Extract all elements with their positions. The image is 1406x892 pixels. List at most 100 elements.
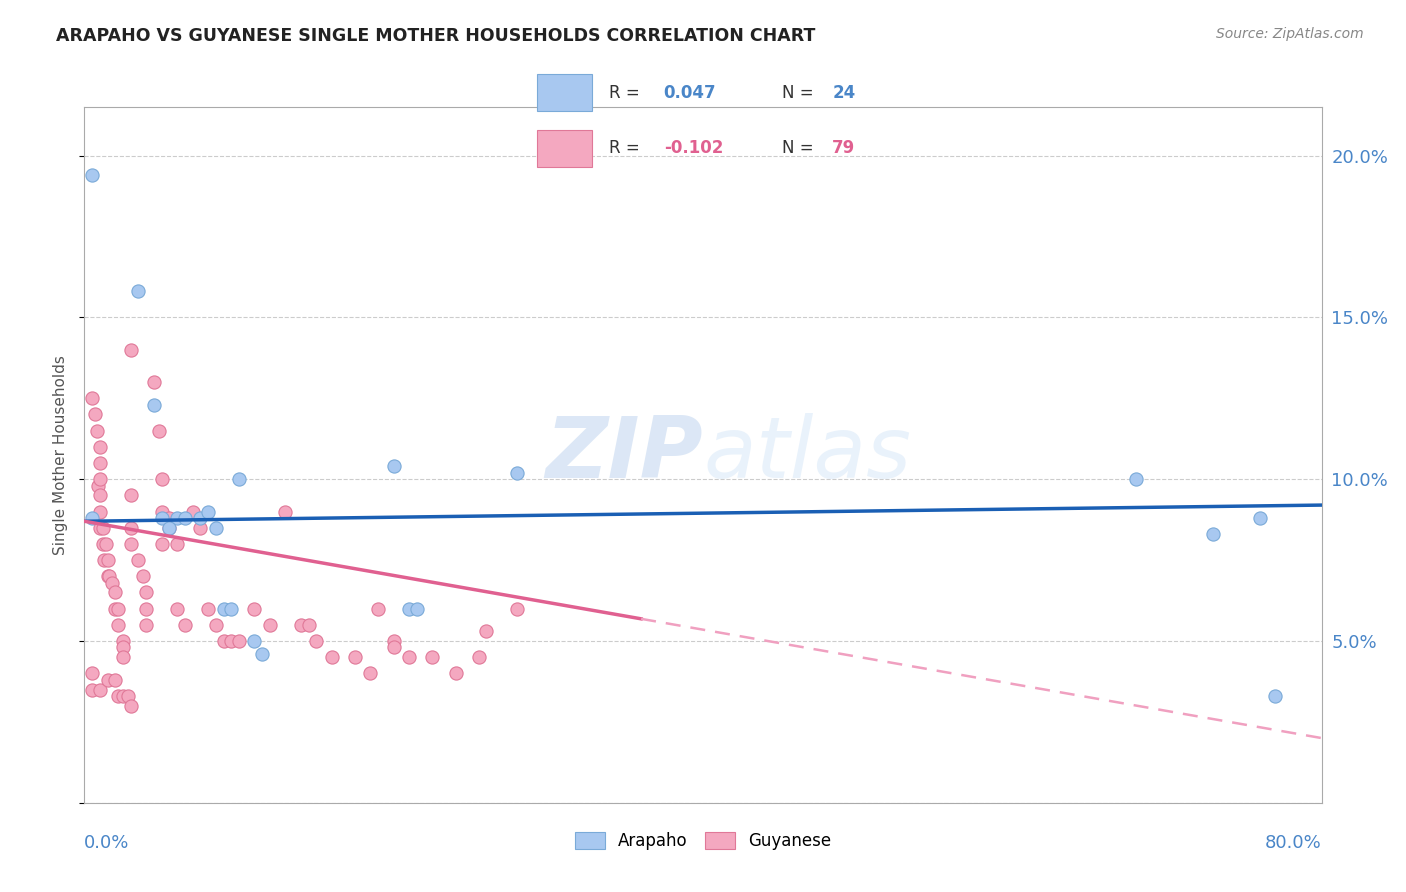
Point: [104, 673, 127, 687]
Point: [82, 666, 104, 681]
Point: [174, 617, 197, 632]
Point: [228, 472, 250, 486]
Point: [120, 698, 142, 713]
Point: [221, 601, 243, 615]
Point: [104, 601, 127, 615]
Text: 24: 24: [832, 84, 856, 102]
Point: [422, 650, 444, 665]
Point: [298, 617, 321, 632]
Point: [150, 511, 173, 525]
Point: [188, 521, 212, 535]
Point: [120, 343, 142, 357]
Point: [252, 647, 274, 661]
Point: [107, 601, 129, 615]
Point: [197, 504, 219, 518]
Text: N =: N =: [782, 139, 813, 157]
Point: [321, 650, 343, 665]
Point: [205, 521, 228, 535]
Point: [159, 511, 181, 525]
Bar: [537, 129, 592, 167]
Point: [112, 634, 135, 648]
Point: [91, 537, 114, 551]
Point: [104, 585, 127, 599]
Point: [1202, 527, 1225, 541]
Point: [406, 601, 429, 615]
Point: [89, 488, 111, 502]
Point: [475, 624, 498, 639]
Point: [89, 521, 111, 535]
Point: [117, 689, 139, 703]
Text: atlas: atlas: [703, 413, 911, 497]
Point: [360, 666, 382, 681]
Point: [259, 617, 281, 632]
Point: [159, 521, 181, 535]
Point: [188, 511, 212, 525]
Point: [128, 553, 150, 567]
Point: [89, 472, 111, 486]
Point: [243, 634, 266, 648]
Point: [91, 521, 114, 535]
Point: [82, 168, 104, 182]
Point: [468, 650, 491, 665]
Point: [382, 640, 405, 655]
Point: [107, 689, 129, 703]
Point: [1264, 689, 1286, 703]
Point: [120, 521, 142, 535]
Text: Source: ZipAtlas.com: Source: ZipAtlas.com: [1216, 27, 1364, 41]
Text: ARAPAHO VS GUYANESE SINGLE MOTHER HOUSEHOLDS CORRELATION CHART: ARAPAHO VS GUYANESE SINGLE MOTHER HOUSEH…: [56, 27, 815, 45]
Point: [150, 472, 173, 486]
Point: [228, 634, 250, 648]
Point: [367, 601, 389, 615]
Point: [143, 375, 166, 389]
Point: [506, 601, 529, 615]
Point: [166, 511, 188, 525]
Point: [344, 650, 367, 665]
Point: [274, 504, 297, 518]
Point: [135, 585, 157, 599]
Point: [148, 424, 170, 438]
Y-axis label: Single Mother Households: Single Mother Households: [52, 355, 67, 555]
Point: [89, 504, 111, 518]
Point: [398, 601, 420, 615]
Point: [221, 634, 243, 648]
Point: [86, 424, 108, 438]
Point: [87, 478, 110, 492]
Text: 0.047: 0.047: [664, 84, 716, 102]
Point: [166, 537, 188, 551]
Point: [120, 537, 142, 551]
Text: ZIP: ZIP: [546, 413, 703, 497]
Point: [128, 285, 150, 299]
Point: [120, 488, 142, 502]
Point: [382, 459, 405, 474]
Point: [212, 634, 235, 648]
Point: [101, 575, 124, 590]
Bar: [537, 74, 592, 112]
Point: [135, 601, 157, 615]
Point: [243, 601, 266, 615]
Point: [506, 466, 529, 480]
Point: [97, 673, 120, 687]
Point: [444, 666, 467, 681]
Point: [181, 504, 204, 518]
Point: [305, 634, 328, 648]
Point: [89, 456, 111, 470]
Point: [135, 617, 157, 632]
Point: [132, 569, 155, 583]
Legend: Arapaho, Guyanese: Arapaho, Guyanese: [568, 826, 838, 857]
Point: [1249, 511, 1271, 525]
Point: [97, 553, 120, 567]
Point: [143, 398, 166, 412]
Point: [107, 617, 129, 632]
Text: 80.0%: 80.0%: [1265, 834, 1322, 852]
Point: [89, 682, 111, 697]
Point: [84, 408, 107, 422]
Text: 79: 79: [832, 139, 856, 157]
Point: [197, 601, 219, 615]
Point: [1125, 472, 1147, 486]
Point: [382, 634, 405, 648]
Point: [166, 601, 188, 615]
Point: [290, 617, 312, 632]
Text: R =: R =: [609, 139, 640, 157]
Point: [112, 689, 135, 703]
Point: [112, 650, 135, 665]
